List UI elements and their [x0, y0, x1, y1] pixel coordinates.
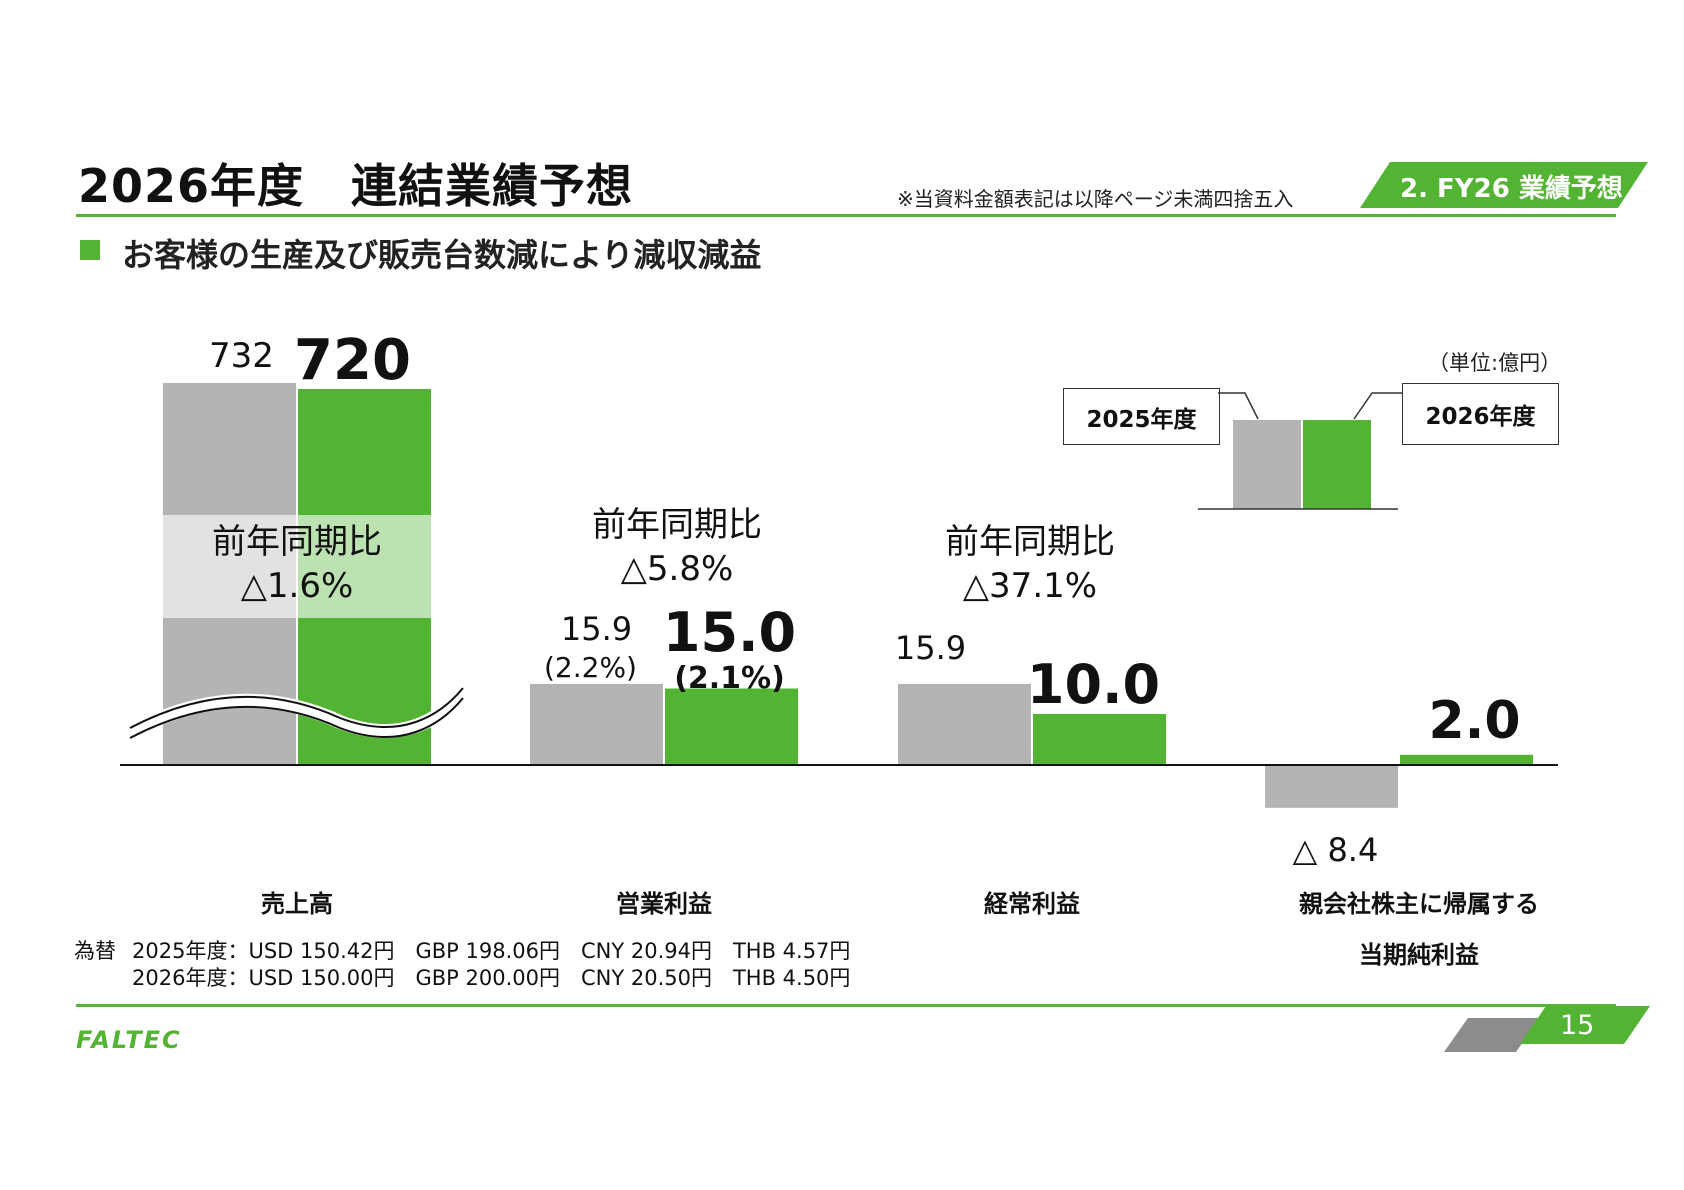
fx-label: 為替: [74, 939, 116, 963]
legend-swatch-prev: [1233, 420, 1301, 509]
bar-prev-2: [898, 683, 1031, 765]
page-title: 2026年度 連結業績予想: [78, 159, 634, 213]
legend-prev-label: 2025年度: [1063, 388, 1220, 445]
rounding-note: ※当資料金額表記は以降ページ未満四捨五入: [897, 187, 1294, 211]
yoy-band-curr: [298, 515, 431, 618]
bar-curr-1: [665, 688, 798, 765]
yoy-label-0: 前年同期比: [212, 522, 382, 562]
value-label-curr-1: 15.0: [663, 601, 796, 664]
yoy-value-1: △5.8%: [621, 549, 734, 589]
section-tag-shape: [1360, 162, 1648, 208]
category-label-2-0: 経常利益: [984, 890, 1080, 918]
fx-row-2025: 2025年度：USD 150.42円 GBP 198.06円 CNY 20.94…: [132, 939, 851, 963]
page-number: 15: [1560, 1010, 1595, 1041]
yoy-value-2: △37.1%: [963, 566, 1097, 606]
bar-prev-1: [530, 683, 663, 765]
margin-label-curr: (2.1%): [674, 661, 785, 696]
legend-leader-curr: [1353, 392, 1402, 420]
fx-row-2026: 2026年度：USD 150.00円 GBP 200.00円 CNY 20.50…: [132, 966, 851, 990]
value-label-curr-0: 720: [294, 328, 411, 393]
category-label-0-0: 売上高: [261, 890, 333, 918]
footer-divider: [76, 1004, 1616, 1007]
bullet-square-icon: [80, 240, 100, 260]
value-label-prev-1: 15.9: [561, 610, 632, 648]
legend-swatch-curr: [1303, 420, 1371, 509]
category-label-3-0: 親会社株主に帰属する: [1299, 890, 1539, 918]
bar-curr-3: [1400, 754, 1533, 765]
category-label-3-1: 当期純利益: [1359, 941, 1479, 969]
footer-decoration: [1444, 1006, 1650, 1052]
axis-break-line-2: [129, 697, 464, 739]
section-tag: 2. FY26 業績予想: [1400, 174, 1623, 204]
category-label-1-0: 営業利益: [616, 890, 712, 918]
unit-label: （単位:億円）: [1428, 351, 1562, 375]
company-logo: FALTEC: [76, 1026, 182, 1054]
legend-curr-label: 2026年度: [1402, 383, 1559, 445]
value-label-curr-3: 2.0: [1428, 691, 1520, 751]
axis-break-mask: [126, 687, 469, 739]
margin-label-prev: (2.2%): [544, 651, 637, 684]
legend-leader-prev: [1218, 392, 1259, 420]
yoy-band-prev: [163, 515, 296, 618]
yoy-label-2: 前年同期比: [945, 522, 1115, 562]
yoy-label-1: 前年同期比: [592, 505, 762, 545]
subtitle: お客様の生産及び販売台数減により減収減益: [122, 236, 762, 274]
value-label-curr-2: 10.0: [1027, 653, 1160, 716]
axis-break-line-1: [129, 687, 464, 729]
value-label-prev-2: 15.9: [895, 629, 966, 667]
header-divider: [76, 214, 1616, 217]
yoy-value-0: △1.6%: [241, 566, 354, 606]
fx-rates: 為替 2025年度：USD 150.42円 GBP 198.06円 CNY 20…: [74, 938, 850, 992]
value-label-prev-0: 732: [209, 336, 274, 376]
bar-prev-3: [1265, 765, 1398, 808]
bar-curr-2: [1033, 714, 1166, 765]
value-label-prev-3: △ 8.4: [1293, 831, 1379, 869]
